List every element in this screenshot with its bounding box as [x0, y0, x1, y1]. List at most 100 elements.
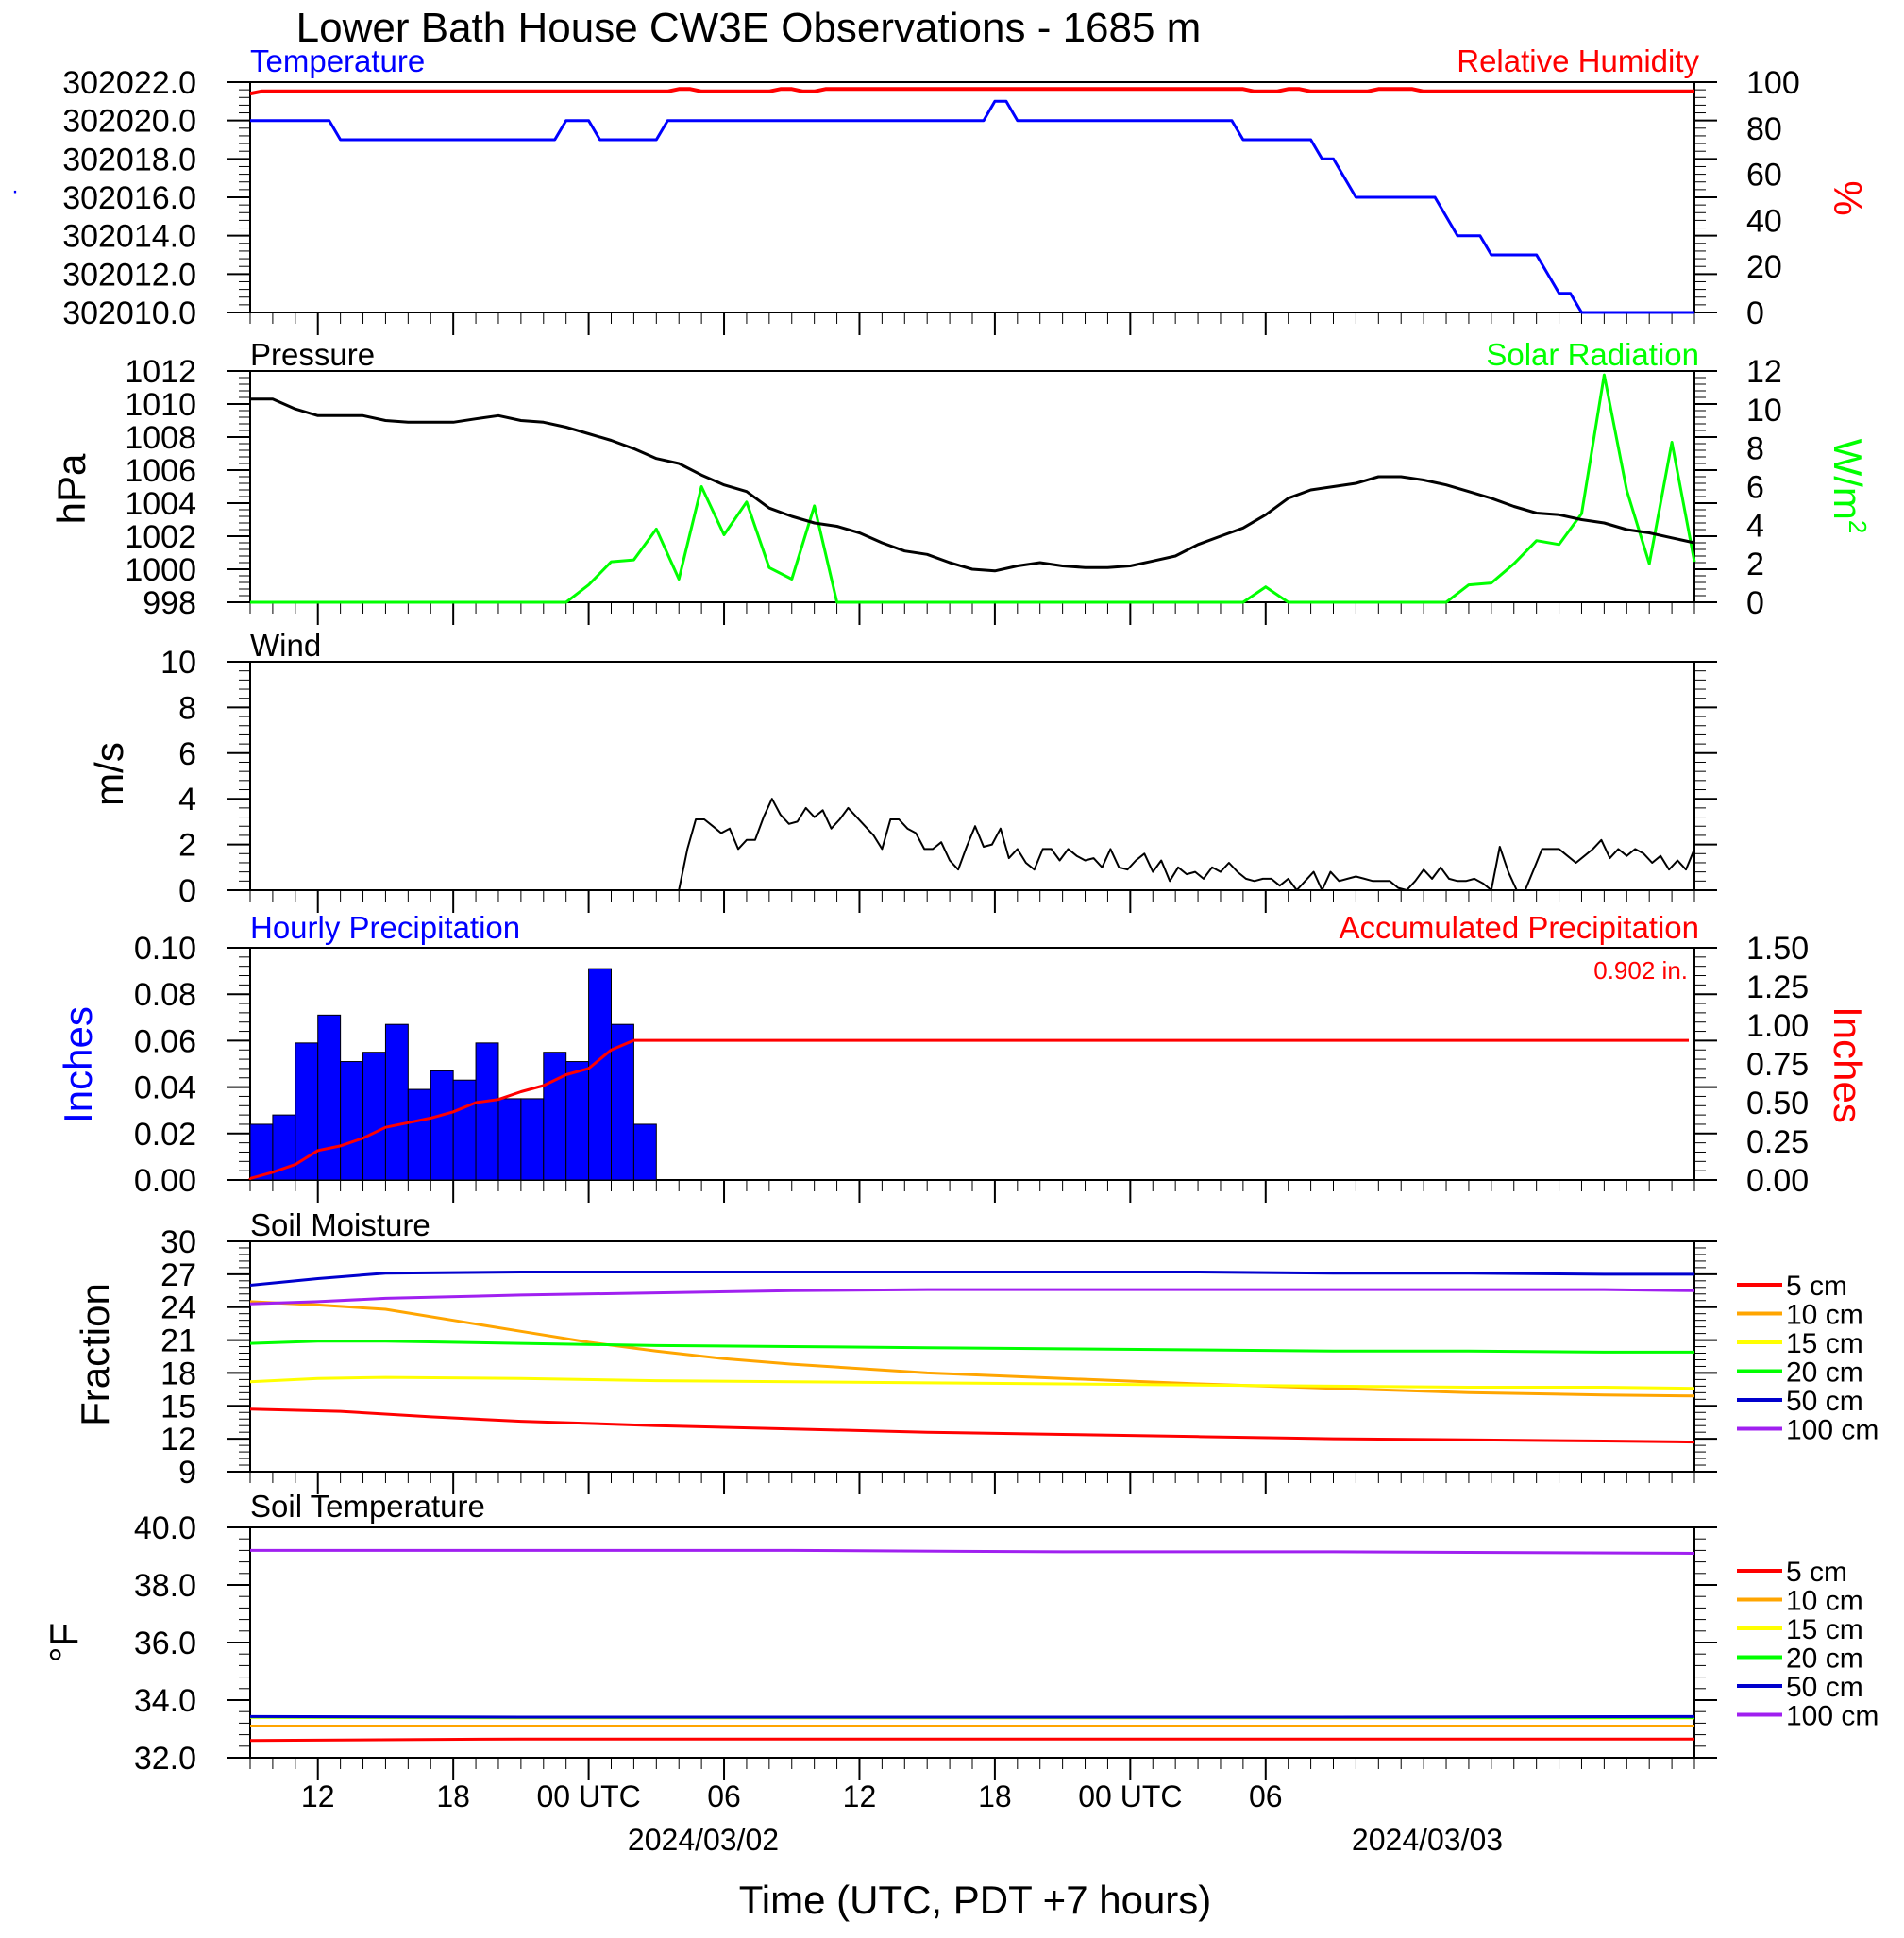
- temperature-right-tick-label: 0: [1746, 295, 1764, 331]
- pressure-right-tick-label: 12: [1746, 354, 1782, 390]
- hourly-precip-bar: [475, 1042, 499, 1181]
- pressure-unit: hPa: [49, 453, 93, 524]
- precip-right-tick-label: 1.25: [1746, 969, 1809, 1005]
- soil_moisture-15cm-line: [249, 1375, 1695, 1390]
- solar-title: Solar Radiation: [1486, 337, 1699, 372]
- temperature-right-tick-label: 40: [1746, 203, 1782, 239]
- wind-left-tick-label: 6: [178, 736, 196, 772]
- pressure-title: Pressure: [250, 337, 375, 372]
- wind-left-tick-label: 10: [160, 645, 196, 681]
- soil_moisture-left-tick-label: 30: [160, 1224, 196, 1260]
- soil-temperature-unit: °F: [42, 1623, 86, 1662]
- pressure-left-tick-label: 1010: [125, 387, 196, 423]
- x-tick-label: 12: [301, 1779, 335, 1813]
- wind-series-line: [250, 798, 1695, 891]
- pressure-left-tick-label: 1008: [125, 420, 196, 456]
- legend-label: 15 cm: [1786, 1614, 1863, 1645]
- hourly-precip-bar: [543, 1052, 567, 1181]
- temperature-left-tick-label: 302018.0: [62, 142, 196, 177]
- x-tick-labels: 12 18 00 UTC 06 12 18 00 UTC 06: [301, 1779, 1283, 1813]
- hourly-precip-bar: [588, 968, 612, 1181]
- accum-precip-line: [248, 1038, 1689, 1180]
- temperature-right-tick-label: 60: [1746, 158, 1782, 194]
- hourly-precip-bar: [632, 1123, 657, 1181]
- wind-left-tick-label: 8: [178, 690, 196, 726]
- hourly-precip-bar: [384, 1023, 409, 1181]
- hourly-precip-bar: [317, 1014, 342, 1181]
- solar-unit: W/m2: [1826, 439, 1872, 534]
- legend-label: 100 cm: [1786, 1415, 1879, 1446]
- precip-right-tick-label: 1.50: [1746, 931, 1809, 967]
- temperature-tick-labels: 302022.0302020.0302018.0302016.0302014.0…: [62, 65, 196, 331]
- hourly-precip-bar: [430, 1070, 454, 1181]
- hourly-precip-bar: [295, 1042, 319, 1181]
- legend-label: 50 cm: [1786, 1386, 1863, 1417]
- soil-moisture-title: Soil Moisture: [250, 1207, 430, 1242]
- hourly-precip-bar: [340, 1061, 364, 1181]
- pressure-series-line: [250, 397, 1695, 573]
- soil_temperature-left-tick-label: 38.0: [134, 1568, 196, 1604]
- soil_moisture-100cm-line: [249, 1288, 1695, 1306]
- solar-unit-base: W/m: [1826, 439, 1870, 520]
- soil_temperature-5cm-line: [249, 1737, 1694, 1743]
- hourly-precip-bar: [249, 1123, 274, 1181]
- accum-precip-tick-labels: 1.501.251.000.750.500.250.00: [1746, 931, 1809, 1199]
- legend-label: 50 cm: [1786, 1672, 1863, 1703]
- soil-temperature-tick-labels: 40.0 38.0 36.0 34.0 32.0: [134, 1510, 196, 1777]
- x-tick-label: 06: [1249, 1779, 1283, 1813]
- wind-tick-labels: 10 8 6 4 2 0: [160, 645, 196, 909]
- hourly-precip-bar: [407, 1088, 431, 1181]
- hourly-precip-tick-labels: 0.10 0.08 0.06 0.04 0.02 0.00: [134, 931, 196, 1199]
- rh-unit: %: [1826, 180, 1870, 215]
- hourly-precip-bar: [565, 1061, 590, 1181]
- soil-temperature-title: Soil Temperature: [250, 1489, 485, 1524]
- legend-label: 10 cm: [1786, 1586, 1863, 1617]
- soil_moisture-left-tick-label: 27: [160, 1257, 196, 1293]
- pressure-right-tick-label: 6: [1746, 470, 1764, 506]
- temperature-right-tick-label: 100: [1746, 65, 1800, 101]
- soil_moisture-10cm-line: [249, 1300, 1695, 1398]
- solar-unit-superscript: 2: [1844, 520, 1872, 533]
- solar-series-line: [250, 373, 1696, 604]
- soil_moisture-left-tick-label: 21: [160, 1323, 196, 1359]
- precip-total-label: 0.902 in.: [1593, 956, 1688, 985]
- precip-left-tick-label: 0.00: [134, 1163, 196, 1199]
- rh-series-line: [249, 87, 1694, 96]
- pressure-left-tick-label: 998: [143, 585, 196, 621]
- legend-label: 100 cm: [1786, 1701, 1879, 1732]
- hourly-precip-unit: Inches: [56, 1006, 100, 1123]
- x-date-label: 2024/03/02: [628, 1823, 779, 1857]
- x-tick-label: 00 UTC: [536, 1779, 640, 1813]
- temperature-left-tick-label: 302022.0: [62, 65, 196, 101]
- wind-unit: m/s: [87, 742, 131, 806]
- pressure-left-tick-label: 1004: [125, 486, 196, 522]
- temperature-right-tick-label: 80: [1746, 111, 1782, 147]
- soil_moisture-left-tick-label: 18: [160, 1356, 196, 1391]
- pressure-right-tick-label: 4: [1746, 508, 1764, 544]
- precip-left-tick-label: 0.02: [134, 1117, 196, 1153]
- x-tick-label: 00 UTC: [1078, 1779, 1182, 1813]
- rh-title: Relative Humidity: [1457, 43, 1699, 78]
- wind-title: Wind: [250, 628, 321, 663]
- legend-label: 5 cm: [1786, 1271, 1847, 1302]
- x-axis-title: Time (UTC, PDT +7 hours): [739, 1878, 1212, 1922]
- soil_moisture-50cm-line: [249, 1271, 1694, 1287]
- soil_temperature-left-tick-label: 32.0: [134, 1741, 196, 1777]
- hourly-precip-bar: [497, 1098, 522, 1181]
- pressure-left-tick-label: 1006: [125, 453, 196, 489]
- precip-right-tick-label: 0.00: [1746, 1163, 1809, 1199]
- soil_moisture-left-tick-label: 15: [160, 1389, 196, 1424]
- soil_temperature-100cm-line: [250, 1548, 1695, 1555]
- x-tick-label: 18: [978, 1779, 1012, 1813]
- soil_temperature-left-tick-label: 36.0: [134, 1626, 196, 1661]
- precip-left-tick-label: 0.06: [134, 1023, 196, 1059]
- soil_temperature-left-tick-label: 34.0: [134, 1683, 196, 1719]
- soil_moisture-left-tick-label: 9: [178, 1455, 196, 1491]
- legend-label: 5 cm: [1786, 1557, 1847, 1588]
- temperature-left-tick-label: 302010.0: [62, 295, 196, 331]
- soil_moisture-5cm-line: [249, 1407, 1695, 1444]
